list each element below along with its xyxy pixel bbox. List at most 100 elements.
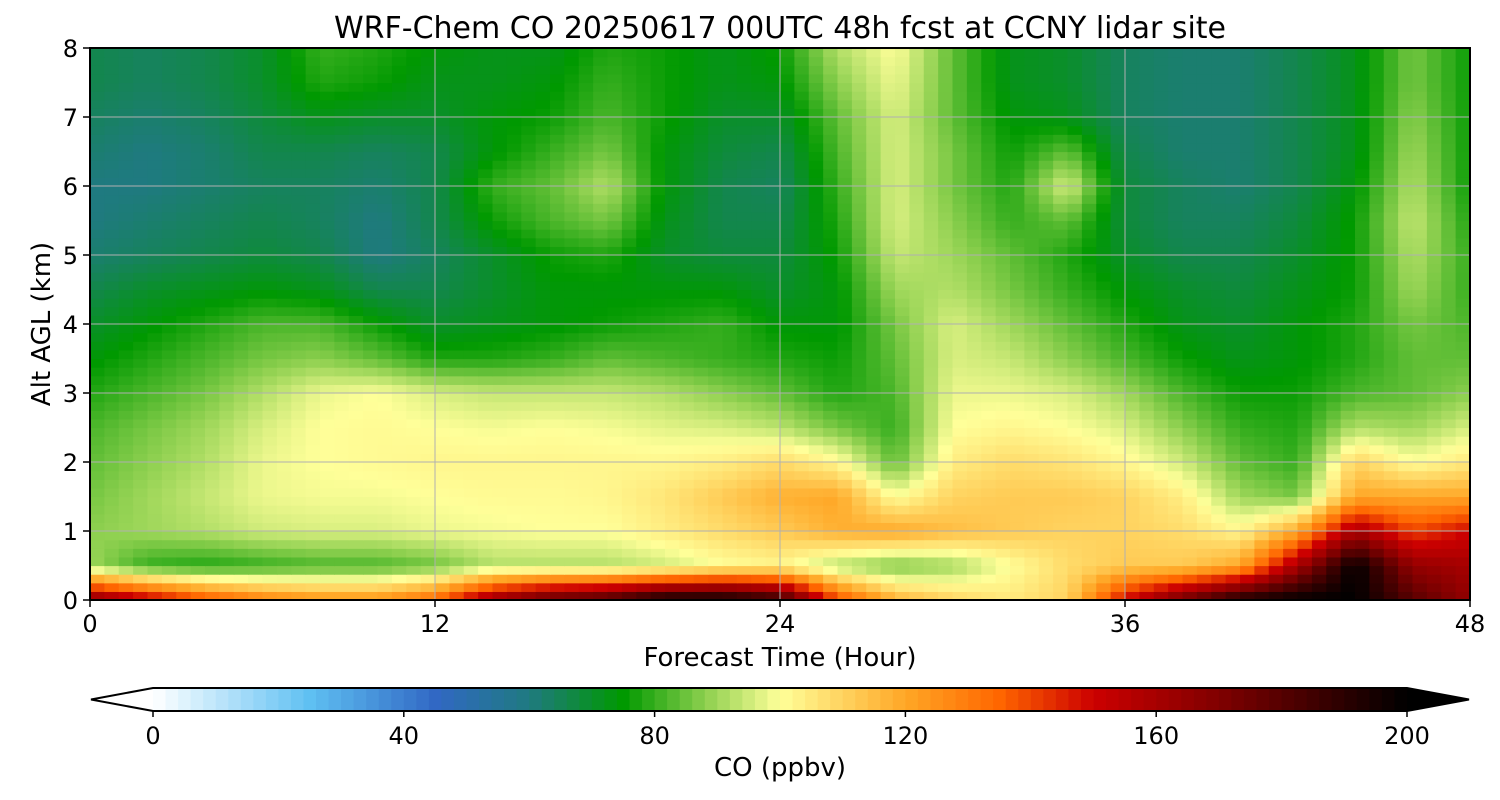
heatmap-cell	[607, 246, 623, 256]
heatmap-cell	[262, 496, 278, 506]
heatmap-cell	[320, 229, 335, 239]
heatmap-cell	[966, 151, 982, 161]
heatmap-cell	[535, 513, 551, 523]
heatmap-cell	[147, 306, 163, 316]
heatmap-cell	[966, 203, 982, 213]
heatmap-cell	[449, 229, 465, 239]
heatmap-cell	[593, 177, 609, 187]
heatmap-cell	[1355, 479, 1370, 489]
heatmap-cell	[808, 418, 824, 429]
heatmap-cell	[406, 375, 422, 385]
heatmap-cell	[1326, 349, 1342, 360]
heatmap-cell	[133, 142, 149, 153]
heatmap-cell	[1297, 591, 1313, 600]
heatmap-cell	[1340, 375, 1356, 385]
heatmap-cell	[535, 427, 551, 437]
heatmap-cell	[636, 582, 652, 592]
heatmap-cell	[765, 358, 781, 368]
heatmap-cell	[708, 306, 724, 316]
heatmap-cell	[1455, 479, 1470, 489]
heatmap-cell	[765, 324, 781, 334]
heatmap-cell	[1168, 479, 1184, 489]
heatmap-cell	[1110, 487, 1126, 498]
heatmap-cell	[866, 513, 882, 523]
heatmap-cell	[1355, 539, 1370, 549]
heatmap-cell	[1426, 565, 1442, 575]
heatmap-cell	[1326, 160, 1342, 170]
heatmap-cell	[1153, 332, 1169, 342]
heatmap-cell	[780, 556, 795, 567]
heatmap-cell	[377, 548, 393, 558]
heatmap-cell	[1441, 436, 1457, 446]
heatmap-cell	[679, 393, 695, 403]
heatmap-cell	[435, 298, 450, 308]
heatmap-cell	[435, 220, 450, 230]
heatmap-cell	[449, 332, 465, 342]
heatmap-cell	[1139, 237, 1155, 247]
heatmap-cell	[118, 211, 134, 222]
heatmap-cell	[866, 539, 882, 549]
heatmap-cell	[147, 246, 163, 256]
heatmap-cell	[1268, 531, 1284, 541]
heatmap-cell	[205, 151, 220, 161]
heatmap-cell	[981, 591, 997, 600]
heatmap-cell	[133, 505, 149, 515]
heatmap-cell	[305, 168, 321, 178]
heatmap-cell	[147, 531, 163, 541]
heatmap-cell	[1369, 324, 1385, 334]
heatmap-cell	[147, 505, 163, 515]
heatmap-cell	[1240, 177, 1255, 187]
heatmap-cell	[492, 591, 508, 600]
heatmap-cell	[650, 453, 666, 463]
heatmap-cell	[104, 186, 120, 196]
heatmap-cell	[1268, 401, 1284, 411]
heatmap-cell	[1455, 591, 1470, 600]
heatmap-cell	[1254, 410, 1270, 420]
heatmap-cell	[923, 194, 939, 204]
heatmap-cell	[219, 280, 235, 291]
heatmap-cell	[1297, 470, 1313, 480]
heatmap-cell	[1441, 186, 1457, 196]
heatmap-cell	[1340, 289, 1356, 299]
heatmap-cell	[952, 211, 968, 222]
heatmap-cell	[276, 280, 292, 291]
heatmap-cell	[176, 289, 192, 299]
heatmap-cell	[808, 427, 824, 437]
heatmap-cell	[751, 263, 767, 273]
heatmap-cell	[420, 582, 436, 592]
heatmap-cell	[463, 548, 479, 558]
heatmap-cell	[233, 384, 249, 394]
heatmap-cell	[449, 539, 465, 549]
heatmap-cell	[1182, 349, 1198, 360]
heatmap-cell	[1297, 418, 1313, 429]
heatmap-cell	[995, 315, 1011, 325]
heatmap-cell	[1182, 298, 1198, 308]
heatmap-cell	[1096, 272, 1112, 282]
heatmap-cell	[1240, 367, 1255, 377]
heatmap-cell	[593, 531, 609, 541]
heatmap-cell	[535, 358, 551, 368]
heatmap-cell	[578, 186, 594, 196]
heatmap-cell	[1441, 160, 1457, 170]
heatmap-cell	[1125, 160, 1140, 170]
heatmap-cell	[1240, 289, 1255, 299]
heatmap-cell	[1412, 401, 1428, 411]
heatmap-cell	[1355, 289, 1370, 299]
heatmap-cell	[420, 574, 436, 584]
heatmap-cell	[736, 556, 752, 567]
heatmap-cell	[406, 574, 422, 584]
heatmap-cell	[808, 531, 824, 541]
heatmap-cell	[880, 160, 896, 170]
heatmap-cell	[262, 582, 278, 592]
heatmap-cell	[320, 513, 335, 523]
heatmap-cell	[1455, 436, 1470, 446]
heatmap-cell	[1225, 211, 1241, 222]
heatmap-cell	[147, 186, 163, 196]
heatmap-cell	[406, 203, 422, 213]
heatmap-cell	[305, 462, 321, 472]
heatmap-cell	[334, 194, 350, 204]
heatmap-cell	[1340, 341, 1356, 351]
heatmap-cell	[880, 272, 896, 282]
heatmap-cell	[808, 168, 824, 178]
heatmap-cell	[938, 168, 954, 178]
